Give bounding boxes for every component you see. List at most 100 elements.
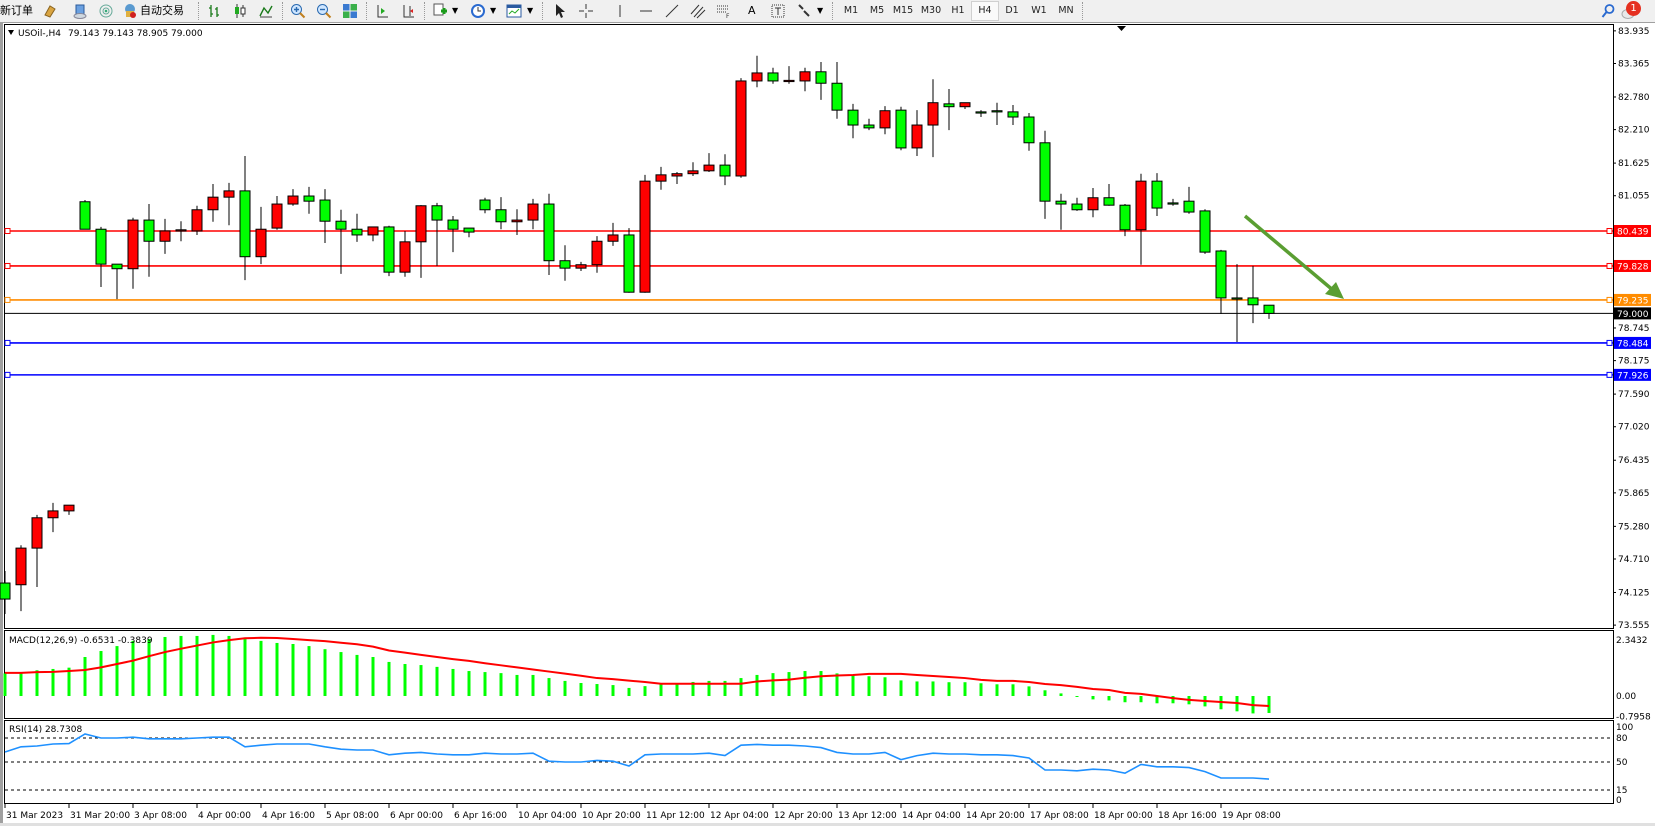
macd-histogram-bar — [307, 646, 311, 696]
candle — [943, 88, 955, 131]
time-tick-label: 4 Apr 00:00 — [198, 811, 251, 821]
equidistant-channel-icon[interactable] — [690, 3, 706, 19]
auto-scroll-icon[interactable] — [374, 3, 390, 19]
chevron-down-icon[interactable]: ▼ — [490, 6, 497, 15]
time-axis: 31 Mar 2023 31 Mar 20:00 3 Apr 08:00 4 Apr … — [4, 804, 1281, 821]
timeframe-m5[interactable]: M5 — [869, 5, 885, 16]
window-left-edge — [0, 23, 3, 826]
text-icon[interactable]: A — [748, 4, 756, 17]
chevron-down-icon[interactable]: ▼ — [817, 6, 824, 15]
candle-body-down — [1151, 180, 1163, 209]
text-label-icon[interactable] — [770, 3, 786, 19]
candle-body-down — [847, 109, 859, 126]
market-watch-icon[interactable] — [42, 3, 58, 19]
crosshair-icon[interactable] — [578, 3, 594, 19]
tile-windows-icon[interactable] — [342, 3, 358, 19]
macd-label: MACD(12,26,9) -0.6531 -0.3839 — [9, 636, 153, 646]
candle — [383, 225, 395, 277]
macd-histogram-bar — [147, 639, 151, 696]
timeframe-w1[interactable]: W1 — [1031, 5, 1047, 16]
macd-histogram-bar — [483, 672, 487, 696]
symbol-dropdown-icon[interactable] — [8, 30, 14, 35]
chart-shift-icon[interactable] — [400, 3, 416, 19]
macd-histogram-bar — [211, 634, 215, 696]
signals-icon[interactable] — [98, 3, 114, 19]
horizontal-line-icon[interactable] — [638, 3, 654, 19]
line-chart-icon[interactable] — [258, 3, 274, 19]
macd-histogram-bar — [499, 673, 503, 696]
macd-histogram-bar — [195, 635, 199, 696]
zoom-out-icon[interactable] — [316, 3, 332, 19]
fibonacci-icon[interactable]: F — [716, 3, 732, 19]
chart-shift-marker-icon[interactable] — [1117, 26, 1126, 31]
macd-histogram-bar — [99, 651, 103, 696]
timeframe-m1[interactable]: M1 — [843, 5, 859, 16]
chart-background — [0, 23, 1655, 826]
auto-trading-icon[interactable] — [122, 3, 138, 19]
vertical-line-icon[interactable] — [612, 3, 628, 19]
timeframe-mn[interactable]: MN — [1058, 5, 1074, 16]
price-tick-label: 75.865 — [1618, 489, 1650, 499]
notification-badge[interactable]: 1 — [1626, 1, 1641, 16]
candle-body-down — [1039, 142, 1051, 202]
candle — [79, 200, 91, 230]
candle-body-down — [143, 219, 155, 242]
macd-histogram-bar — [675, 684, 679, 696]
candle — [463, 227, 475, 238]
time-tick-label: 5 Apr 08:00 — [326, 811, 379, 821]
auto-trading-button[interactable]: 自动交易 — [140, 4, 184, 17]
timeframe-d1[interactable]: D1 — [1005, 5, 1019, 16]
macd-histogram-bar — [1043, 690, 1047, 696]
macd-histogram-bar — [547, 678, 551, 696]
candle — [447, 216, 459, 253]
time-tick-label: 6 Apr 16:00 — [454, 811, 507, 821]
macd-histogram-bar — [435, 666, 439, 696]
arrows-icon[interactable] — [796, 3, 812, 19]
new-order-button[interactable]: 新订单 — [0, 4, 33, 17]
macd-histogram-bar — [339, 652, 343, 696]
rsi-line — [4, 733, 1270, 780]
candle — [319, 189, 331, 243]
candle-body-down — [1199, 210, 1211, 253]
macd-histogram-bar — [595, 684, 599, 696]
indicators-icon[interactable] — [432, 3, 448, 19]
timeframe-h4[interactable]: H4 — [971, 1, 999, 21]
level-handle — [4, 296, 11, 303]
timeframe-m15[interactable]: M15 — [892, 5, 914, 16]
trendline-icon[interactable] — [664, 3, 680, 19]
macd-histogram-bar — [755, 674, 759, 696]
navigator-icon[interactable] — [72, 3, 88, 19]
candle — [751, 55, 763, 88]
zoom-in-icon[interactable] — [290, 3, 306, 19]
candle-body-up — [575, 264, 587, 269]
level-price-tag-label: 78.484 — [1617, 339, 1649, 349]
candle-body-up — [671, 173, 683, 177]
chevron-down-icon[interactable]: ▼ — [452, 6, 459, 15]
time-tick-label: 19 Apr 08:00 — [1222, 811, 1281, 821]
macd-histogram-bar — [67, 667, 71, 696]
chevron-down-icon[interactable]: ▼ — [527, 6, 534, 15]
candle — [15, 545, 27, 612]
candle-body-down — [1023, 116, 1035, 144]
cursor-icon[interactable] — [552, 3, 568, 19]
candle — [111, 263, 123, 300]
timeframe-h1[interactable]: H1 — [951, 5, 965, 16]
macd-histogram-bar — [163, 636, 167, 696]
price-tick-label: 75.280 — [1618, 522, 1650, 532]
arrow-line[interactable] — [1243, 214, 1336, 293]
candlestick-icon[interactable] — [232, 3, 248, 19]
candle — [271, 196, 283, 230]
bar-chart-icon[interactable] — [206, 3, 222, 19]
macd-histogram-bar — [915, 681, 919, 696]
templates-icon[interactable] — [506, 3, 522, 19]
search-icon[interactable] — [1600, 3, 1616, 19]
candle — [911, 110, 923, 156]
candle-body-up — [911, 124, 923, 149]
timeframe-m30[interactable]: M30 — [920, 5, 942, 16]
price-tick-label: 82.780 — [1618, 93, 1650, 103]
macd-histogram-bar — [835, 673, 839, 696]
periods-icon[interactable] — [470, 3, 486, 19]
macd-histogram-bar — [227, 635, 231, 696]
trend-arrow[interactable] — [1243, 214, 1344, 299]
